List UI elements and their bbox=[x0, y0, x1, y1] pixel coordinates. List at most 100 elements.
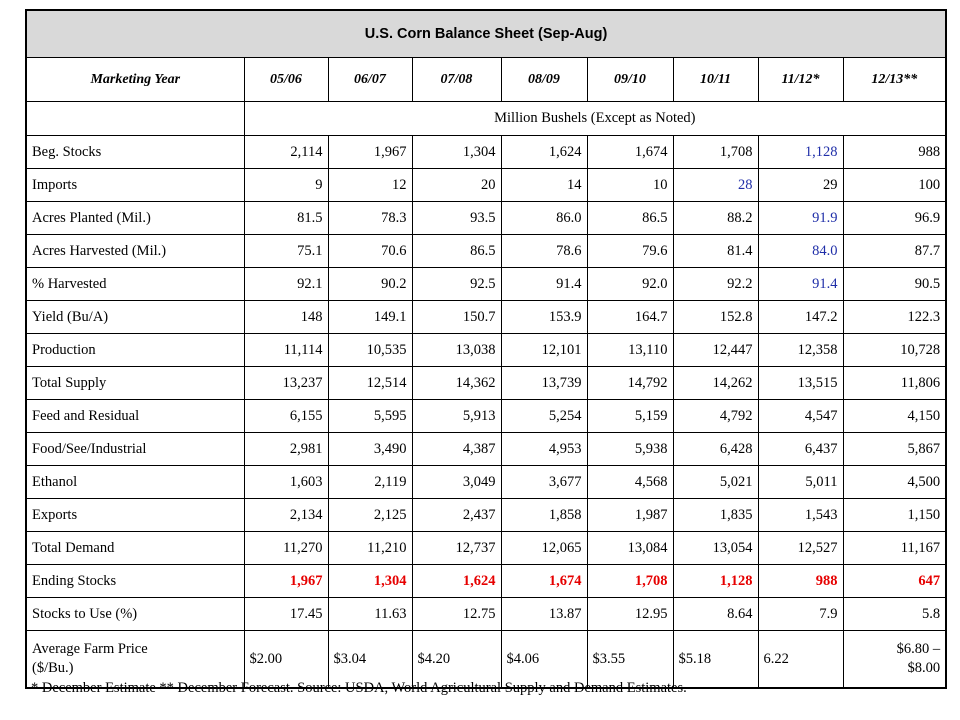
header-year: 11/12* bbox=[757, 57, 844, 102]
table-row: Acres Planted (Mil.) 81.5 78.3 93.5 86.0 86.5… bbox=[25, 201, 947, 235]
row-value: 14 bbox=[500, 168, 588, 202]
row-value: 70.6 bbox=[327, 234, 413, 268]
row-label: Yield (Bu/A) bbox=[25, 300, 245, 334]
row-value: 14,792 bbox=[586, 366, 674, 400]
price-label-line1: Average Farm Price bbox=[32, 641, 148, 657]
row-label: Total Demand bbox=[25, 531, 245, 565]
row-value: 11,210 bbox=[327, 531, 413, 565]
row-value: 12,527 bbox=[757, 531, 844, 565]
row-value: 20 bbox=[411, 168, 502, 202]
row-value: 5,159 bbox=[586, 399, 674, 433]
row-value: 91.4 bbox=[500, 267, 588, 301]
row-value: 1,674 bbox=[586, 135, 674, 169]
row-value: 5,938 bbox=[586, 432, 674, 466]
table-row: Total Demand 11,270 11,210 12,737 12,065 13,0… bbox=[25, 531, 947, 565]
row-value: 988 bbox=[842, 135, 947, 169]
price-value: $3.55 bbox=[586, 630, 674, 689]
row-value: 5,011 bbox=[757, 465, 844, 499]
row-label: Acres Harvested (Mil.) bbox=[25, 234, 245, 268]
row-value: 13,110 bbox=[586, 333, 674, 367]
row-value: 1,835 bbox=[672, 498, 759, 532]
row-label: Average Farm Price ($/Bu.) bbox=[25, 630, 245, 689]
row-value: 1,624 bbox=[500, 135, 588, 169]
row-value: 92.0 bbox=[586, 267, 674, 301]
row-value: 4,953 bbox=[500, 432, 588, 466]
row-label: Imports bbox=[25, 168, 245, 202]
row-value: 152.8 bbox=[672, 300, 759, 334]
row-value: 13,237 bbox=[243, 366, 329, 400]
header-year: 06/07 bbox=[327, 57, 413, 102]
row-value: 1,987 bbox=[586, 498, 674, 532]
row-value: 5,021 bbox=[672, 465, 759, 499]
row-label: Exports bbox=[25, 498, 245, 532]
row-value: 12,514 bbox=[327, 366, 413, 400]
table-row: Production 11,114 10,535 13,038 12,101 13,110… bbox=[25, 333, 947, 367]
row-value: 4,792 bbox=[672, 399, 759, 433]
row-value: 84.0 bbox=[757, 234, 844, 268]
row-value: 1,543 bbox=[757, 498, 844, 532]
row-value: 1,128 bbox=[757, 135, 844, 169]
row-value: 11,167 bbox=[842, 531, 947, 565]
row-label: % Harvested bbox=[25, 267, 245, 301]
header-year: 10/11 bbox=[672, 57, 759, 102]
row-value: 4,547 bbox=[757, 399, 844, 433]
row-value: 3,490 bbox=[327, 432, 413, 466]
row-value: 6,155 bbox=[243, 399, 329, 433]
row-value: 10,535 bbox=[327, 333, 413, 367]
row-value: 87.7 bbox=[842, 234, 947, 268]
row-value: 12,447 bbox=[672, 333, 759, 367]
row-value: 11,114 bbox=[243, 333, 329, 367]
row-value: 78.6 bbox=[500, 234, 588, 268]
table-title: U.S. Corn Balance Sheet (Sep-Aug) bbox=[25, 9, 947, 58]
row-value: 5,254 bbox=[500, 399, 588, 433]
row-value: 13.87 bbox=[500, 597, 588, 631]
row-value: 29 bbox=[757, 168, 844, 202]
row-value: 12,065 bbox=[500, 531, 588, 565]
row-value: 122.3 bbox=[842, 300, 947, 334]
row-value: 90.2 bbox=[327, 267, 413, 301]
row-value: 17.45 bbox=[243, 597, 329, 631]
row-label: Feed and Residual bbox=[25, 399, 245, 433]
row-value: 92.5 bbox=[411, 267, 502, 301]
row-label: Total Supply bbox=[25, 366, 245, 400]
header-year: 07/08 bbox=[411, 57, 502, 102]
row-value: 93.5 bbox=[411, 201, 502, 235]
row-value: 11,806 bbox=[842, 366, 947, 400]
units-note: Million Bushels (Except as Noted) bbox=[243, 101, 947, 136]
row-label: Production bbox=[25, 333, 245, 367]
corn-balance-table: U.S. Corn Balance Sheet (Sep-Aug) Market… bbox=[25, 9, 948, 689]
row-value: 2,125 bbox=[327, 498, 413, 532]
row-value: 13,515 bbox=[757, 366, 844, 400]
header-marketing-year: Marketing Year bbox=[25, 57, 245, 102]
table-row: Imports 9 12 20 14 10 28 29 100 bbox=[25, 168, 947, 202]
row-value: 5,913 bbox=[411, 399, 502, 433]
table-row: % Harvested 92.1 90.2 92.5 91.4 92.0 92.2 91.4 9… bbox=[25, 267, 947, 301]
row-value: 647 bbox=[842, 564, 947, 598]
row-value: 1,603 bbox=[243, 465, 329, 499]
table-row: Total Supply 13,237 12,514 14,362 13,739 14,7… bbox=[25, 366, 947, 400]
row-value: 12 bbox=[327, 168, 413, 202]
row-value: 150.7 bbox=[411, 300, 502, 334]
row-value: 153.9 bbox=[500, 300, 588, 334]
row-value: 4,387 bbox=[411, 432, 502, 466]
row-value: 13,084 bbox=[586, 531, 674, 565]
table-row: Food/See/Industrial 2,981 3,490 4,387 4,953 5… bbox=[25, 432, 947, 466]
row-value: 88.2 bbox=[672, 201, 759, 235]
row-value: 1,708 bbox=[586, 564, 674, 598]
row-value: 13,054 bbox=[672, 531, 759, 565]
row-value: 1,304 bbox=[327, 564, 413, 598]
row-value: 6,428 bbox=[672, 432, 759, 466]
price-value: $3.04 bbox=[327, 630, 413, 689]
row-label: Stocks to Use (%) bbox=[25, 597, 245, 631]
row-value: 147.2 bbox=[757, 300, 844, 334]
row-value: 86.5 bbox=[411, 234, 502, 268]
row-value: 81.4 bbox=[672, 234, 759, 268]
row-value: 1,150 bbox=[842, 498, 947, 532]
table-row: Beg. Stocks 2,114 1,967 1,304 1,624 1,674 1,70… bbox=[25, 135, 947, 169]
row-value: 2,437 bbox=[411, 498, 502, 532]
row-value: 4,500 bbox=[842, 465, 947, 499]
units-spacer bbox=[25, 101, 245, 136]
row-value: 10,728 bbox=[842, 333, 947, 367]
table-row-average-farm-price: Average Farm Price ($/Bu.) $2.00 $3.04 $4.20… bbox=[25, 630, 947, 689]
row-value: 2,981 bbox=[243, 432, 329, 466]
